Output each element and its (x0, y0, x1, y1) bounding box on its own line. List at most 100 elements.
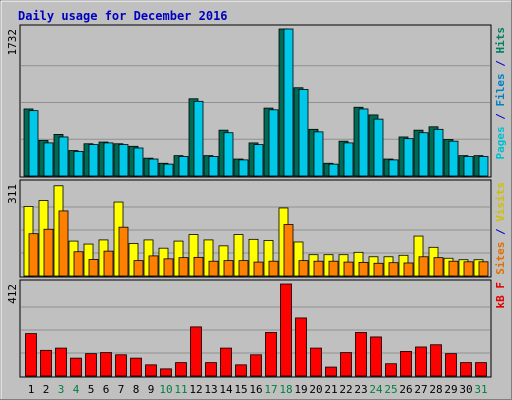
hits-max-label: 1732 (6, 29, 19, 56)
visits-sites-bar (343, 261, 354, 277)
day-tick-label: 23 (354, 383, 367, 396)
hits-files-bar (313, 131, 324, 177)
visits-sites-bar (328, 260, 339, 277)
day-tick-label: 24 (369, 383, 383, 396)
hits-files-bar (388, 159, 399, 177)
visits-sites-bar (463, 261, 474, 277)
day-tick-label: 5 (88, 383, 95, 396)
chart-title: Daily usage for December 2016 (18, 9, 228, 23)
hits-files-bar (118, 144, 129, 177)
visits-visits-bar (128, 243, 139, 277)
visits-sites-bar (193, 256, 204, 277)
hits-files-bar (28, 110, 39, 177)
kbytes-kb-f-bar (445, 353, 457, 377)
visits-sites-bar (43, 228, 54, 277)
hits-files-bar (463, 156, 474, 177)
day-tick-label: 12 (189, 383, 202, 396)
kbytes-kb-f-bar (70, 357, 82, 377)
visits-visits-bar (293, 241, 304, 277)
kbytes-kb-f-bar (100, 352, 112, 377)
kbytes-kb-f-bar (190, 326, 202, 377)
kbytes-legend: kB F (494, 282, 507, 309)
day-tick-label: 30 (459, 383, 472, 396)
kbytes-kb-f-bar (220, 347, 232, 377)
hits-files-bar (358, 108, 369, 177)
visits-sites-bar (163, 258, 174, 277)
hits-files-bar (88, 144, 99, 177)
day-tick-label: 16 (249, 383, 262, 396)
hits-files-bar (133, 147, 144, 177)
day-tick-label: 25 (384, 383, 397, 396)
legend-entry: / (494, 54, 507, 74)
visits-visits-bar (233, 234, 244, 277)
hits-files-bar (43, 142, 54, 177)
visits-sites-bar (253, 261, 264, 277)
hits-files-bar (148, 158, 159, 177)
kbytes-kb-f-bar (400, 351, 412, 377)
hits-files-bar (343, 142, 354, 177)
visits-sites-bar (88, 259, 99, 277)
visits-visits-bar (203, 239, 214, 277)
visits-sites-bar (178, 257, 189, 277)
visits-sites-bar (223, 260, 234, 277)
legend-entry: kB F (494, 282, 507, 309)
hits-files-bar (448, 140, 459, 177)
visits-sites-bar (433, 257, 444, 277)
day-tick-label: 2 (43, 383, 50, 396)
visits-sites-bar (283, 224, 294, 277)
hits-files-bar (268, 109, 279, 177)
hits-files-bar (283, 28, 294, 177)
kbytes-kb-f-bar (145, 364, 157, 377)
kbytes-kb-f-bar (355, 332, 367, 377)
day-tick-label: 13 (204, 383, 217, 396)
visits-sites-bar (358, 261, 369, 277)
kbytes-kb-f-bar (415, 346, 427, 377)
kbytes-kb-f-bar (175, 362, 187, 377)
kbytes-kb-f-bar (475, 362, 487, 377)
hits-legend: Pages / Files / Hits (494, 27, 507, 160)
hits-files-bar (103, 142, 114, 177)
legend-entry: Hits (494, 27, 507, 54)
day-tick-label: 4 (73, 383, 80, 396)
hits-files-bar (73, 150, 84, 177)
day-tick-label: 29 (444, 383, 457, 396)
visits-visits-bar (188, 234, 199, 277)
day-tick-label: 21 (324, 383, 337, 396)
visits-sites-bar (418, 256, 429, 277)
kbytes-kb-f-bar (430, 344, 442, 377)
visits-legend: Sites / Visits (494, 182, 507, 275)
kbytes-kb-f-bar (265, 332, 277, 377)
legend-entry: Pages (494, 126, 507, 159)
visits-sites-bar (313, 260, 324, 277)
hits-files-bar (328, 163, 339, 177)
axis-labels: 1732 Pages / Files / Hits 311 Sites / Visit… (6, 27, 507, 396)
day-tick-label: 8 (133, 383, 140, 396)
day-tick-label: 3 (58, 383, 65, 396)
visits-max-label: 311 (6, 184, 19, 204)
hits-files-bar (373, 118, 384, 177)
visits-sites-bar (298, 260, 309, 277)
day-tick-label: 14 (219, 383, 233, 396)
bars (23, 28, 489, 377)
legend-entry: / (494, 107, 507, 127)
kbytes-kb-f-bar (160, 368, 172, 377)
day-tick-label: 10 (159, 383, 172, 396)
kbytes-kb-f-bar (460, 362, 472, 377)
day-tick-label: 9 (148, 383, 155, 396)
hits-files-bar (238, 159, 249, 177)
kbytes-kb-f-bar (280, 283, 292, 377)
kbytes-kb-f-bar (250, 354, 262, 377)
hits-files-bar (178, 156, 189, 177)
visits-sites-bar (148, 255, 159, 277)
legend-entry: Visits (494, 182, 507, 222)
legend-entry: / (494, 222, 507, 242)
visits-visits-bar (413, 235, 424, 277)
hits-files-bar (58, 136, 69, 177)
visits-sites-bar (373, 262, 384, 277)
kbytes-kb-f-bar (55, 347, 67, 377)
legend-entry: Sites (494, 242, 507, 275)
kbytes-kb-f-bar (115, 354, 127, 377)
day-tick-label: 18 (279, 383, 292, 396)
visits-sites-bar (478, 261, 489, 277)
